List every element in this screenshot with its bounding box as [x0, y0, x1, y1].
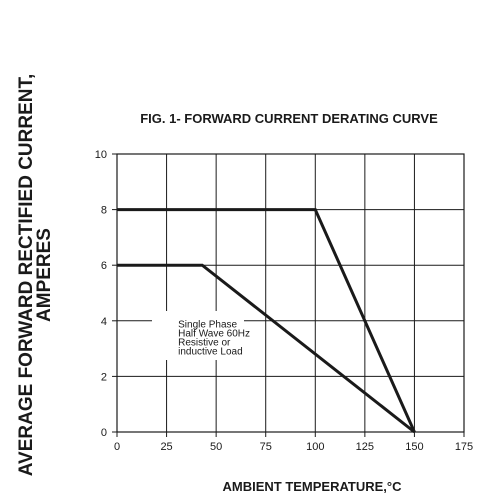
- x-tick-label: 125: [356, 441, 374, 453]
- x-tick-label: 175: [455, 441, 473, 453]
- y-tick-labels: 0 2 4 6 8 10: [95, 149, 107, 439]
- x-tick-label: 75: [260, 441, 272, 453]
- y-tick-label: 0: [101, 427, 107, 439]
- annotation-line: inductive Load: [178, 347, 243, 358]
- plot-area: [116, 153, 465, 433]
- x-tick-label: 25: [160, 441, 172, 453]
- annotation-line: Resistive or: [178, 338, 231, 349]
- y-tick-label: 10: [95, 149, 107, 161]
- chart-title: FIG. 1- FORWARD CURRENT DERATING CURVE: [140, 111, 438, 126]
- y-axis-label-line2: AMPERES: [34, 228, 55, 322]
- y-tick-label: 6: [101, 260, 107, 272]
- y-tick-label: 4: [101, 316, 107, 328]
- y-tick-label: 8: [101, 205, 107, 217]
- x-tick-label: 100: [306, 441, 324, 453]
- x-tick-label: 0: [114, 441, 120, 453]
- derating-line-1: [117, 208, 416, 433]
- annotation-background: [152, 311, 244, 360]
- series-lines: [117, 208, 416, 434]
- x-tick-label: 50: [210, 441, 222, 453]
- y-axis-label-line1: AVERAGE FORWARD RECTIFIED CURRENT,: [16, 74, 37, 477]
- y-tick-label: 2: [101, 371, 107, 383]
- x-tick-label: 150: [405, 441, 423, 453]
- annotation-line: Single Phase: [178, 320, 237, 331]
- gridlines: [112, 153, 465, 437]
- annotation-line: Half Wave 60Hz: [178, 329, 250, 340]
- x-axis-label: AMBIENT TEMPERATURE,°C: [222, 479, 402, 494]
- x-tick-labels: 0 25 50 75 100 125 150 175: [114, 441, 473, 453]
- derating-line-2: [117, 263, 416, 434]
